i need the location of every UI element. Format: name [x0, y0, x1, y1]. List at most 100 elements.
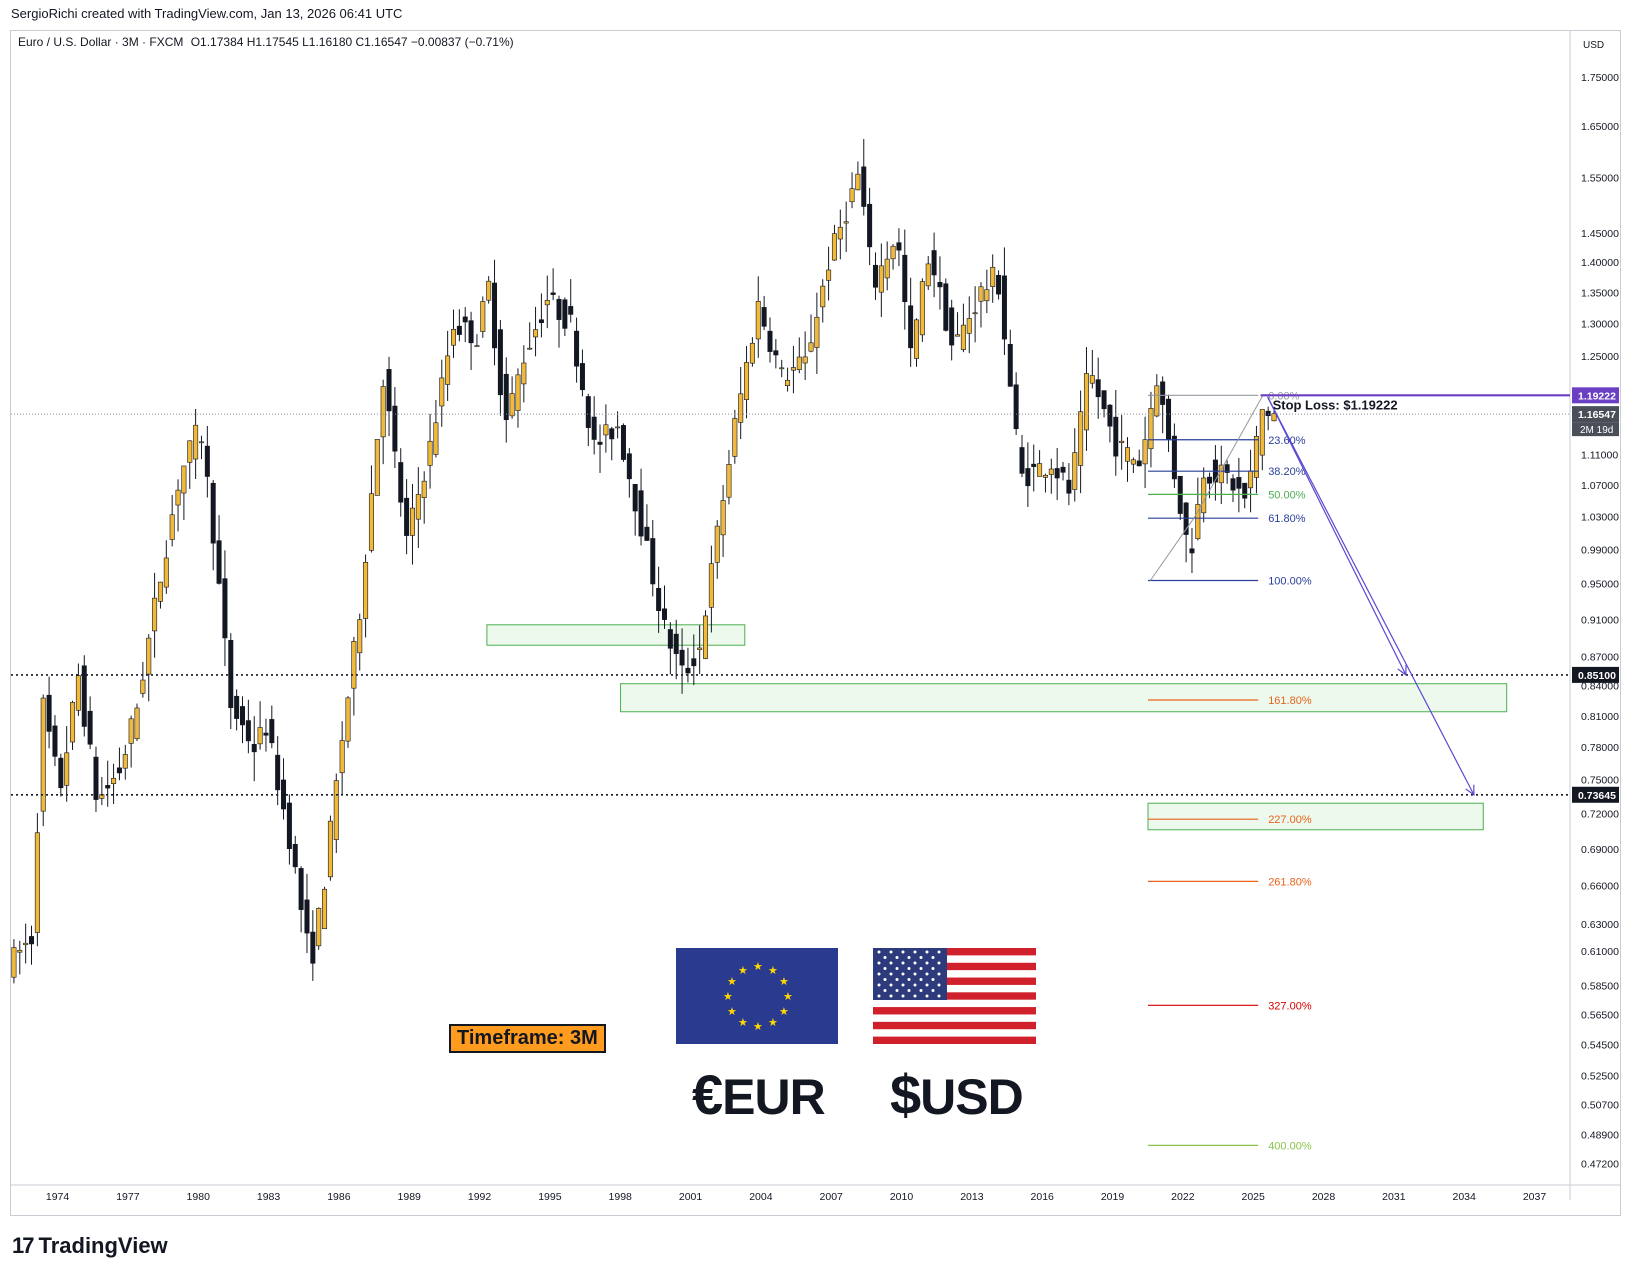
candle-bear — [46, 694, 52, 732]
us-star — [925, 950, 929, 954]
symbol-name[interactable]: Euro / U.S. Dollar · 3M · FXCM — [18, 35, 184, 49]
us-star — [877, 950, 881, 954]
x-tick-label: 2025 — [1242, 1191, 1266, 1203]
candle-bull — [826, 269, 832, 281]
candle-bear — [269, 719, 275, 744]
candle-bull — [486, 280, 492, 301]
fib-level-label: 61.80% — [1268, 513, 1306, 525]
us-star — [913, 983, 917, 987]
candle-bear — [240, 706, 246, 726]
candle-bear — [116, 767, 122, 774]
candle-bear — [943, 283, 949, 331]
candle-bear — [1265, 410, 1271, 417]
eu-star: ★ — [738, 1017, 748, 1029]
candle-bear — [392, 405, 398, 452]
y-tick-label: 1.65000 — [1581, 121, 1619, 133]
candle-bull — [966, 318, 972, 334]
usd-text: USD — [920, 1069, 1024, 1125]
candle-bear — [626, 453, 632, 480]
last-price-axis-tag: 1.16547 — [1578, 409, 1616, 421]
x-tick-label: 1998 — [609, 1191, 633, 1203]
last-price-axis-tag-bg — [1572, 406, 1619, 423]
fib-level-label: 23.60% — [1268, 435, 1306, 447]
fib-level-label: 227.00% — [1268, 814, 1312, 826]
candle-bear — [585, 396, 591, 428]
projection-arrow-1 — [1267, 396, 1407, 676]
candle-bull — [146, 637, 152, 675]
candle-bear — [591, 416, 597, 440]
candle-bull — [1271, 413, 1277, 422]
y-tick-label: 0.56500 — [1581, 1010, 1619, 1022]
projection-arrow-2 — [1267, 396, 1475, 796]
y-tick-label: 1.35000 — [1581, 287, 1619, 299]
candle-bull — [368, 493, 374, 551]
candle-bear — [1066, 479, 1072, 494]
candle-bull — [450, 328, 456, 346]
last-price-axis-tag-countdown-bg — [1572, 422, 1619, 437]
us-flag-icon — [873, 948, 1036, 1044]
candle-bull — [849, 188, 855, 203]
candle-bear — [1189, 548, 1195, 554]
candle-bear — [1236, 477, 1242, 489]
x-tick-label: 2016 — [1031, 1191, 1055, 1203]
candle-bull — [785, 379, 791, 386]
us-star — [913, 950, 917, 954]
projection-arrowhead-1 — [1397, 664, 1407, 677]
y-tick-label: 1.45000 — [1581, 228, 1619, 240]
candle-bear — [468, 320, 474, 344]
y-tick-label: 0.47200 — [1581, 1159, 1619, 1171]
candle-bull — [175, 489, 181, 506]
target-2-axis-tag: 0.73645 — [1578, 790, 1616, 802]
x-tick-label: 2010 — [890, 1191, 914, 1203]
candle-bull — [714, 525, 720, 563]
candle-bull — [744, 362, 750, 400]
eur-text: EUR — [722, 1069, 826, 1125]
us-star — [901, 961, 905, 965]
candle-bull — [363, 562, 369, 619]
candle-bear — [620, 425, 626, 460]
candle-bull — [779, 367, 785, 370]
candle-bull — [984, 289, 990, 302]
candle-bull — [445, 355, 451, 385]
candle-bull — [1142, 439, 1148, 465]
candle-bear — [568, 306, 574, 315]
candle-bear — [87, 710, 93, 745]
candle-bear — [93, 756, 99, 800]
candle-bull — [990, 266, 996, 287]
candle-bull — [697, 647, 703, 650]
candle-bear — [228, 640, 234, 708]
us-star — [883, 989, 887, 992]
candle-bull — [603, 424, 609, 436]
candle-bear — [597, 441, 603, 445]
candle-bear — [1101, 390, 1107, 410]
us-star — [937, 961, 941, 965]
x-tick-label: 2037 — [1523, 1191, 1547, 1203]
fib-level-label: 400.00% — [1268, 1140, 1312, 1152]
candle-bear — [1095, 379, 1101, 398]
x-tick-label: 2022 — [1171, 1191, 1195, 1203]
symbol-legend[interactable]: Euro / U.S. Dollar · 3M · FXCM O1.17384 … — [18, 35, 514, 49]
candle-bull — [820, 285, 826, 308]
candle-bear — [1107, 404, 1113, 427]
candle-bear — [691, 658, 697, 667]
candle-bull — [978, 286, 984, 302]
candle-bear — [1001, 275, 1007, 340]
us-star — [901, 994, 905, 998]
tradingview-logo[interactable]: 17 TradingView — [12, 1233, 168, 1259]
candle-bull — [439, 377, 445, 407]
us-stripe — [873, 977, 1036, 986]
candle-bull — [415, 494, 421, 520]
candle-bull — [1048, 468, 1054, 475]
candle-bear — [310, 931, 316, 964]
stop-loss-label: Stop Loss: $1.19222 — [1273, 397, 1398, 412]
fib-level-label: 261.80% — [1268, 876, 1312, 888]
candle-bear — [456, 325, 462, 335]
eu-star: ★ — [738, 965, 748, 977]
candle-bull — [831, 233, 837, 261]
tv-logo-icon: 17 — [12, 1233, 35, 1258]
candle-bull — [23, 942, 29, 946]
us-stripe — [873, 1029, 1036, 1037]
candle-bull — [198, 441, 204, 444]
us-star — [895, 956, 899, 959]
